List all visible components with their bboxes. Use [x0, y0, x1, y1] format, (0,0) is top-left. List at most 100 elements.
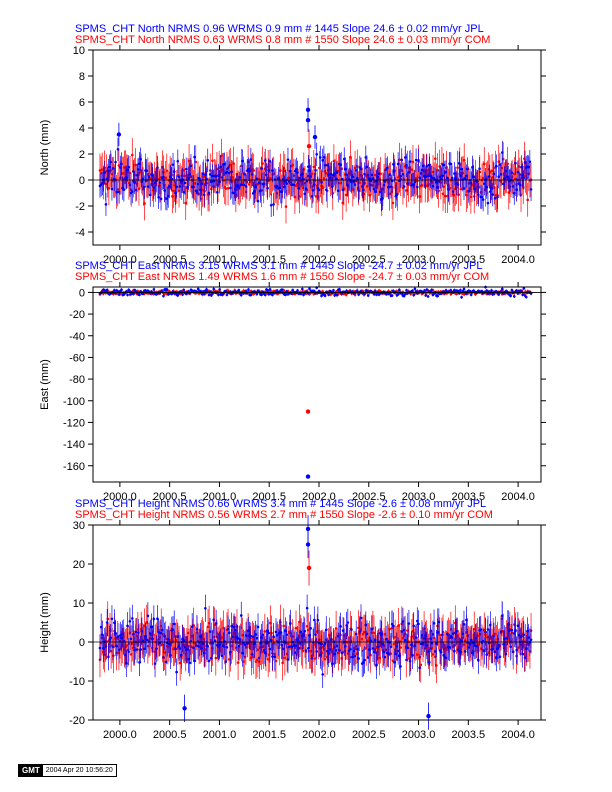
data-point: [378, 190, 382, 194]
data-point: [420, 634, 424, 637]
data-point: [376, 645, 380, 649]
data-point: [269, 638, 273, 642]
data-point: [284, 629, 287, 633]
data-point: [109, 160, 113, 164]
data-point: [512, 295, 516, 298]
data-point: [493, 196, 497, 200]
data-point: [208, 630, 212, 633]
data-point: [445, 176, 449, 180]
data-point: [341, 629, 345, 632]
data-point: [142, 647, 146, 651]
data-point: [219, 165, 223, 169]
data-point: [318, 653, 322, 657]
data-point: [158, 181, 162, 184]
y-tick-label: -2: [75, 201, 85, 213]
data-point: [214, 656, 218, 660]
data-point: [395, 644, 399, 648]
data-point: [375, 293, 378, 296]
data-point: [100, 168, 104, 171]
data-point: [357, 657, 360, 660]
data-point: [475, 644, 479, 648]
data-point: [469, 293, 473, 297]
y-tick-label: -40: [69, 331, 85, 343]
data-point: [311, 641, 315, 644]
data-point: [162, 656, 165, 659]
data-point: [501, 151, 504, 154]
data-point: [186, 631, 190, 635]
data-point: [104, 203, 108, 206]
data-point: [261, 633, 265, 636]
data-point: [516, 292, 520, 295]
data-point: [460, 167, 463, 171]
data-point: [280, 643, 284, 647]
data-point: [391, 659, 395, 663]
data-point: [301, 649, 304, 653]
data-point: [271, 655, 274, 658]
data-point: [247, 288, 250, 291]
data-point: [506, 176, 510, 179]
data-point: [484, 630, 487, 634]
data-point: [241, 651, 244, 655]
data-point: [146, 614, 150, 618]
data-point: [134, 163, 137, 167]
data-point: [279, 169, 282, 172]
outlier-point: [312, 134, 318, 140]
data-point: [468, 642, 472, 646]
data-point: [314, 633, 317, 637]
series-title-jpl: SPMS_CHT East NRMS 3.15 WRMS 3.1 mm # 14…: [75, 260, 482, 272]
data-point: [181, 293, 184, 296]
x-tick-label: 2002.5: [352, 254, 386, 266]
data-point: [116, 147, 120, 151]
data-point: [313, 657, 317, 660]
data-point: [260, 167, 263, 170]
data-point: [425, 644, 429, 647]
data-point: [202, 651, 206, 655]
data-point: [268, 647, 272, 651]
data-point: [355, 164, 359, 168]
x-tick-label: 2000.5: [153, 491, 187, 503]
x-tick-label: 2000.5: [153, 729, 187, 741]
data-point: [123, 653, 127, 657]
data-point: [364, 623, 368, 627]
data-point: [497, 293, 501, 296]
data-point: [387, 185, 390, 189]
data-point: [335, 293, 339, 297]
data-point: [172, 622, 176, 626]
data-point: [268, 288, 272, 291]
data-point: [318, 291, 322, 295]
data-point: [427, 163, 431, 167]
data-point: [238, 176, 242, 179]
data-point: [480, 289, 484, 293]
data-point: [243, 172, 247, 176]
series-title-com: SPMS_CHT North NRMS 0.63 WRMS 0.8 mm # 1…: [75, 34, 490, 46]
data-point: [526, 198, 530, 202]
data-point: [210, 638, 213, 642]
data-point: [255, 177, 259, 180]
data-point: [502, 182, 505, 186]
data-point: [417, 158, 420, 162]
series-jpl: [98, 98, 533, 217]
x-tick-label: 2003.0: [402, 729, 436, 741]
data-point: [392, 642, 396, 646]
data-point: [399, 174, 402, 178]
data-point: [323, 294, 327, 298]
data-point: [482, 162, 486, 166]
data-point: [314, 168, 317, 172]
data-point: [363, 172, 366, 176]
data-point: [141, 292, 145, 296]
data-point: [232, 191, 236, 195]
data-point: [275, 633, 279, 637]
data-point: [375, 663, 378, 667]
data-point: [479, 647, 483, 650]
data-point: [380, 633, 383, 636]
data-point: [147, 175, 151, 178]
data-point: [145, 638, 148, 642]
data-point: [495, 656, 498, 659]
data-point: [306, 628, 310, 632]
data-point: [419, 663, 423, 667]
data-point: [255, 636, 259, 640]
data-point: [266, 186, 269, 190]
data-point: [153, 181, 157, 185]
data-point: [207, 659, 211, 663]
data-point: [212, 179, 216, 183]
